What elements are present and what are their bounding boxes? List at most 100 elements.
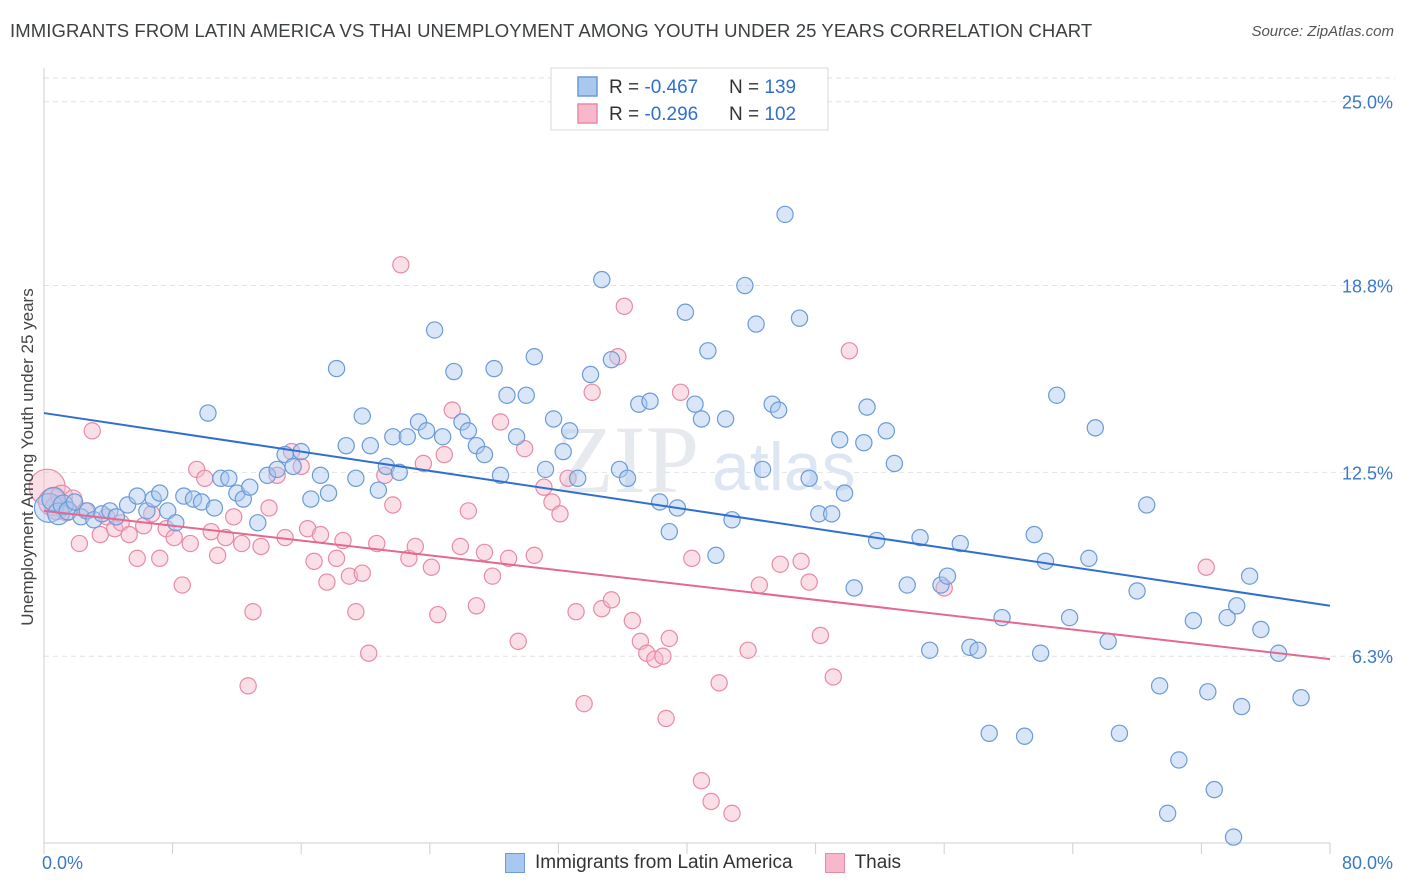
data-point-latin-america (475, 445, 494, 464)
data-point-thais (723, 804, 741, 823)
data-point-thais (414, 454, 433, 473)
data-point-latin-america (618, 469, 637, 487)
data-point-latin-america (284, 457, 302, 476)
data-point-thais (318, 573, 336, 591)
data-point-latin-america (128, 487, 146, 505)
data-point-latin-america (660, 522, 679, 541)
data-point-thais (660, 629, 679, 648)
data-point-latin-america (369, 481, 388, 499)
x-tick-label: 0.0% (42, 853, 83, 873)
legend-swatch-blue (577, 76, 598, 97)
data-point-latin-america (822, 505, 841, 523)
data-point-thais (811, 626, 830, 645)
data-point-latin-america (1048, 386, 1066, 404)
data-point-latin-america (241, 478, 259, 496)
data-point-latin-america (686, 395, 704, 413)
x-tick-label: 80.0% (1342, 853, 1393, 873)
data-point-latin-america (459, 422, 478, 440)
data-point-latin-america (52, 494, 74, 516)
data-point-latin-america (347, 469, 365, 487)
data-point-latin-america (220, 469, 238, 487)
data-point-latin-america (877, 422, 896, 440)
data-point-latin-america (1184, 611, 1203, 630)
data-point-thais (128, 549, 146, 568)
y-tick-label: 12.5% (1342, 463, 1393, 483)
data-point-thais (70, 534, 89, 553)
data-point-latin-america (1099, 632, 1117, 651)
data-point-thais (208, 546, 227, 565)
legend-r-value: -0.296 (644, 104, 698, 125)
legend-label: Thais (854, 852, 902, 873)
data-point-thais (347, 603, 365, 621)
data-point-latin-america (885, 454, 904, 473)
legend-top: R = -0.467 N = 139 R = -0.296 N = 102 (550, 67, 829, 131)
data-point-latin-america (507, 428, 526, 446)
y-tick-label: 18.8% (1342, 277, 1393, 297)
data-point-latin-america (1205, 780, 1223, 799)
data-point-thais (509, 632, 527, 651)
data-point-latin-america (1232, 697, 1251, 716)
data-point-thais (483, 567, 502, 585)
data-point-thais (525, 546, 543, 565)
data-point-latin-america (1228, 597, 1246, 615)
data-point-latin-america (319, 484, 338, 502)
legend-item-latin-america: Immigrants from Latin America (504, 852, 793, 874)
legend-bottom: Immigrants from Latin America Thais (0, 852, 1406, 874)
data-point-thais (252, 537, 270, 556)
data-point-thais (459, 502, 478, 520)
data-point-thais (173, 576, 191, 594)
data-point-latin-america (993, 608, 1011, 627)
data-point-latin-america (491, 466, 510, 485)
data-point-thais (671, 383, 690, 402)
data-point-thais (657, 709, 675, 728)
data-point-latin-america (1086, 419, 1105, 437)
data-point-latin-america (175, 487, 193, 505)
data-point-latin-america (1150, 677, 1169, 695)
data-point-thais (750, 576, 769, 594)
data-point-latin-america (845, 579, 863, 597)
data-point-latin-america (835, 484, 854, 502)
data-point-latin-america (544, 410, 563, 428)
legend-r-row-1: R = -0.467 (609, 77, 698, 98)
legend-swatch-blue (504, 853, 525, 873)
data-point-latin-america (763, 395, 781, 413)
data-point-thais (543, 493, 561, 511)
data-point-thais (551, 505, 569, 523)
data-point-latin-america (692, 410, 711, 428)
data-point-latin-america (1199, 683, 1217, 701)
data-point-latin-america (650, 493, 669, 511)
axes (43, 68, 1331, 854)
data-point-thais (120, 525, 138, 544)
data-point-latin-america (932, 576, 950, 594)
data-point-thais (429, 605, 447, 624)
data-point-thais (475, 543, 494, 562)
data-point-latin-america (858, 398, 876, 416)
data-point-latin-america (593, 270, 611, 289)
data-point-thais (422, 558, 441, 576)
data-point-latin-america (445, 362, 463, 381)
data-point-latin-america (525, 348, 543, 366)
data-point-thais (683, 549, 701, 568)
data-point-latin-america (776, 205, 794, 224)
data-point-latin-america (1218, 608, 1236, 627)
data-point-latin-america (249, 514, 267, 532)
data-point-latin-america (554, 442, 572, 461)
data-point-latin-america (144, 490, 163, 508)
legend-swatch-pink (824, 853, 845, 873)
data-point-thais (360, 644, 378, 662)
data-point-latin-america (1110, 724, 1129, 742)
legend-n-value: 139 (764, 77, 796, 98)
data-point-latin-america (747, 315, 765, 333)
data-point-latin-america (630, 395, 648, 413)
data-point-latin-america (311, 466, 330, 485)
data-point-thais (91, 525, 109, 544)
data-point-thais (499, 549, 518, 568)
data-point-thais (244, 603, 262, 621)
data-point-latin-america (641, 392, 659, 410)
data-point-thais (491, 413, 510, 431)
data-point-thais (392, 256, 410, 274)
legend-n-row-1: N = 139 (729, 77, 796, 98)
data-point-latin-america (911, 528, 929, 547)
data-point-thais (268, 466, 286, 485)
data-point-thais (305, 552, 323, 571)
